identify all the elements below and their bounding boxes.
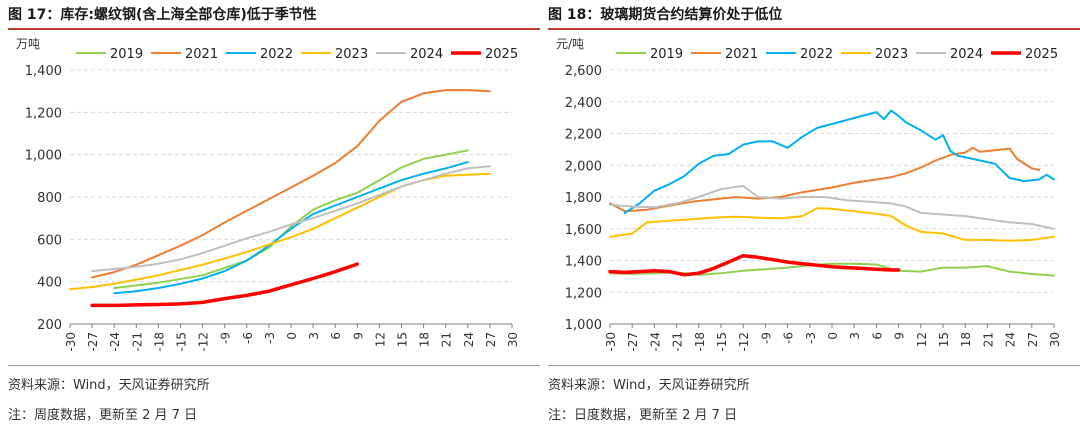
x-tick-label: 21	[981, 332, 995, 347]
x-tick-label: 12	[373, 332, 387, 347]
series-line-2025	[90, 262, 360, 308]
x-tick-label: 15	[396, 332, 410, 347]
y-tick-label: 1,400	[565, 255, 602, 270]
panel-title: 图 18：玻璃期货合约结算价处于低位	[548, 7, 783, 23]
x-tick-label: -30	[64, 332, 78, 352]
x-tick-label: -15	[175, 332, 189, 352]
glass-panel: 图 18：玻璃期货合约结算价处于低位 1,000 1,200 1,400 1,600 1…	[548, 0, 1080, 428]
title-divider	[548, 28, 1080, 30]
x-tick-label: -30	[604, 332, 618, 352]
x-tick-label: 0	[285, 332, 299, 340]
y-tick-label: 2,600	[565, 64, 602, 79]
x-tick-label: -3	[804, 332, 818, 344]
x-tick-label: 30	[1048, 332, 1062, 347]
panel-title: 图 17：库存:螺纹钢(含上海全部仓库)低于季节性	[8, 7, 317, 23]
legend-label: 2021	[185, 47, 218, 62]
x-tick-label: -15	[715, 332, 729, 352]
legend-label: 2022	[260, 47, 293, 62]
footnote-text: 注：日度数据，更新至 2 月 7 日	[548, 408, 738, 423]
y-tick-label: 1,200	[565, 286, 602, 301]
title-divider	[8, 28, 540, 30]
x-tick-label: 24	[1004, 332, 1018, 347]
x-tick-label: 27	[484, 332, 498, 347]
series-line-2024	[91, 165, 491, 273]
x-tick-label: -6	[241, 332, 255, 344]
x-tick-label: -18	[693, 332, 707, 352]
y-tick-label: 2,000	[565, 159, 602, 174]
legend-label: 2021	[725, 47, 758, 62]
x-tick-label: 3	[307, 332, 321, 340]
legend-label: 2019	[650, 47, 683, 62]
source-divider	[8, 365, 540, 366]
legend-label: 2022	[800, 47, 833, 62]
x-tick-label: 18	[418, 332, 432, 347]
x-tick-label: -21	[671, 332, 685, 352]
x-tick-label: 3	[848, 332, 862, 340]
x-tick-label: -9	[759, 332, 773, 344]
x-tick-label: 24	[462, 332, 476, 347]
legend-label: 2023	[875, 47, 908, 62]
inventory-panel: 图 17：库存:螺纹钢(含上海全部仓库)低于季节性 200 400 600 800 1,…	[8, 0, 540, 428]
y-tick-label: 200	[37, 318, 62, 333]
source-text: 资料来源：Wind，天风证券研究所	[8, 378, 210, 393]
legend-label: 2025	[1025, 47, 1058, 62]
y-tick-label: 1,600	[565, 223, 602, 238]
y-tick-label: 1,200	[25, 106, 62, 121]
series-line-2022	[623, 109, 1055, 214]
x-tick-label: 30	[506, 332, 520, 347]
series-line-2023	[609, 207, 1055, 242]
legend-label: 2024	[410, 47, 443, 62]
series-line-2022	[113, 161, 469, 295]
series-line-2024	[609, 184, 1055, 230]
footnote-text: 注：周度数据，更新至 2 月 7 日	[8, 408, 198, 423]
series-line-2021	[609, 146, 1041, 213]
y-tick-label: 600	[37, 233, 62, 248]
x-tick-label: -21	[130, 332, 144, 352]
x-tick-label: 15	[937, 332, 951, 347]
y-tick-label: 400	[37, 276, 62, 291]
y-tick-label: 1,400	[25, 64, 62, 79]
y-tick-label: 2,200	[565, 128, 602, 143]
legend-label: 2024	[950, 47, 983, 62]
series-line-2021	[91, 89, 491, 279]
x-tick-label: 12	[915, 332, 929, 347]
legend-label: 2019	[110, 47, 143, 62]
x-tick-label: -12	[197, 332, 211, 352]
x-tick-label: 6	[870, 332, 884, 340]
x-tick-label: -3	[263, 332, 277, 344]
x-tick-label: 9	[351, 332, 365, 340]
series-line-2025	[608, 253, 901, 277]
glass-futures-chart: 1,000 1,200 1,400 1,600 1,800 2,000 2,200 2,400…	[556, 37, 1062, 352]
source-divider	[548, 365, 1080, 366]
x-tick-label: -27	[626, 332, 640, 352]
x-tick-label: 6	[329, 332, 343, 340]
y-unit-label: 万吨	[16, 37, 40, 51]
x-tick-label: 9	[893, 332, 907, 340]
y-tick-label: 1,000	[25, 149, 62, 164]
series-line-2023	[69, 172, 491, 291]
x-tick-label: -27	[86, 332, 100, 352]
x-tick-label: -6	[782, 332, 796, 344]
x-tick-label: -12	[737, 332, 751, 352]
x-tick-label: 21	[440, 332, 454, 347]
series-line-2019	[113, 149, 469, 289]
source-text: 资料来源：Wind，天风证券研究所	[548, 378, 750, 393]
y-unit-label: 元/吨	[556, 37, 584, 51]
y-tick-label: 1,000	[565, 318, 602, 333]
y-tick-label: 800	[37, 191, 62, 206]
legend-label: 2023	[335, 47, 368, 62]
legend-label: 2025	[485, 47, 518, 62]
x-tick-label: -24	[648, 332, 662, 352]
x-tick-label: -24	[108, 332, 122, 352]
x-tick-label: 0	[826, 332, 840, 340]
x-tick-label: 18	[959, 332, 973, 347]
y-tick-label: 2,400	[565, 96, 602, 111]
x-tick-label: -9	[219, 332, 233, 344]
x-tick-label: -18	[152, 332, 166, 352]
y-tick-label: 1,800	[565, 191, 602, 206]
x-tick-label: 27	[1026, 332, 1040, 347]
